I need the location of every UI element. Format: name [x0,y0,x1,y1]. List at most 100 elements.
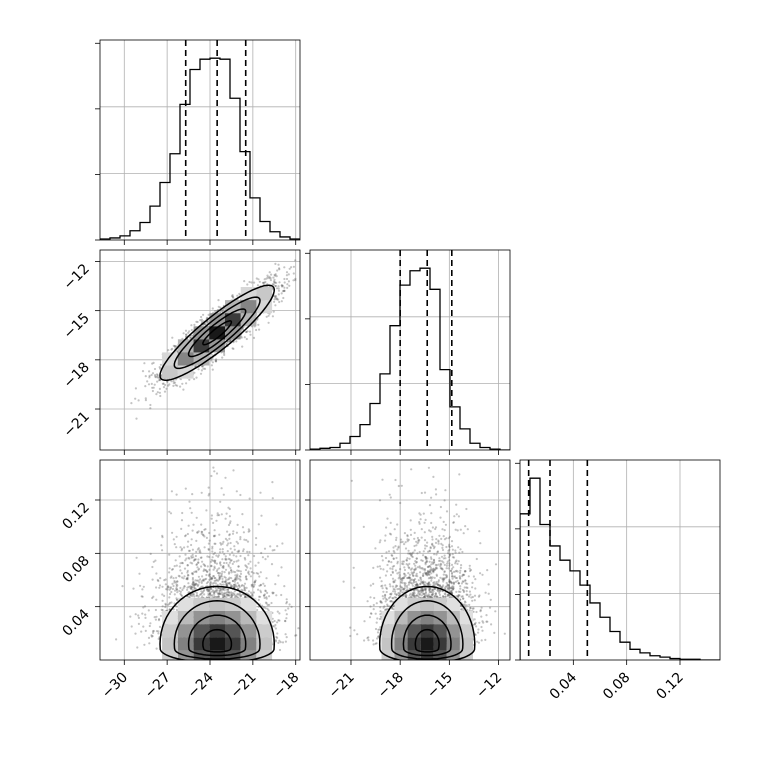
scatter-point [233,545,236,548]
scatter-point [160,374,163,377]
scatter-point [220,589,223,592]
scatter-point [262,606,265,609]
scatter-point [290,266,293,269]
scatter-point [167,585,170,588]
scatter-point [189,593,192,597]
scatter-point [221,577,224,581]
scatter-point [203,568,206,571]
scatter-point [244,558,247,561]
scatter-point [152,386,155,389]
scatter-point [206,555,209,558]
scatter-point [223,592,226,596]
density-cells [162,287,273,379]
scatter-point [144,399,147,402]
scatter-point [213,579,216,583]
scatter-point [150,635,153,638]
scatter-point [220,487,223,490]
scatter-point [275,297,279,300]
scatter-point [158,387,161,390]
scatter-point [190,543,193,547]
scatter-point [284,633,287,636]
scatter-point [213,593,216,596]
scatter-point [275,281,278,284]
scatter-point [170,490,173,493]
scatter-point [161,593,164,596]
scatter-point [229,438,231,440]
scatter-point [153,616,156,619]
scatter-point [213,595,216,598]
scatter-point [201,560,204,563]
scatter-point [270,601,273,605]
scatter-point [271,549,274,552]
scatter-point [217,592,220,595]
scatter-point [200,318,203,321]
scatter-point [200,530,203,534]
scatter-point [225,583,228,586]
scatter-point [240,593,243,596]
scatter-point [241,328,244,331]
scatter-point [229,520,232,523]
y-tick-label: −15 [61,310,93,342]
scatter-point [274,284,277,288]
scatter-point [224,555,227,558]
scatter-point [167,384,170,387]
scatter-point [162,382,165,385]
scatter-point [228,515,231,518]
scatter-point [232,583,235,586]
scatter-point [253,581,256,584]
scatter-point [213,529,216,532]
scatter-point [141,612,144,615]
scatter-point [217,596,220,599]
scatter-point [227,563,230,566]
scatter-point [237,559,240,562]
scatter-point [179,586,182,590]
scatter-point [244,596,247,599]
scatter-point [192,593,195,596]
scatter-point [219,576,222,579]
scatter-point [224,576,227,579]
scatter-point [211,307,214,310]
scatter-point [229,339,232,343]
scatter-point [235,594,238,597]
scatter-point [208,539,211,542]
density-cell [162,365,178,379]
scatter-point [200,592,204,595]
scatter-point [246,566,249,569]
scatter-point [239,554,242,558]
scatter-point [206,590,209,593]
scatter-point [257,588,260,591]
scatter-point [143,362,146,365]
scatter-point [208,555,211,559]
scatter-point [228,507,231,511]
scatter-point [228,553,231,556]
scatter-point [215,554,218,557]
scatter-point [263,281,266,284]
scatter-point [236,569,239,572]
scatter-point [252,585,255,588]
scatter-point [198,549,201,552]
scatter-point [219,587,222,590]
scatter-point [278,267,281,270]
scatter-point [272,310,275,313]
scatter-point [188,596,191,599]
scatter-point [168,596,171,599]
scatter-point [201,365,204,368]
scatter-point [164,603,167,607]
scatter-point [292,279,295,282]
scatter-point [167,349,170,352]
scatter-point [243,582,247,585]
scatter-point [285,613,288,616]
scatter-point [243,538,246,541]
scatter-point [157,376,160,379]
scatter-point [210,594,213,597]
scatter-point [228,561,231,564]
scatter-point [217,555,220,558]
scatter-point [199,593,202,596]
scatter-point [186,571,189,574]
scatter-point [207,547,210,551]
scatter-point [134,387,137,390]
scatter-point [181,576,184,579]
scatter-point [258,584,261,587]
scatter-point [273,298,276,301]
